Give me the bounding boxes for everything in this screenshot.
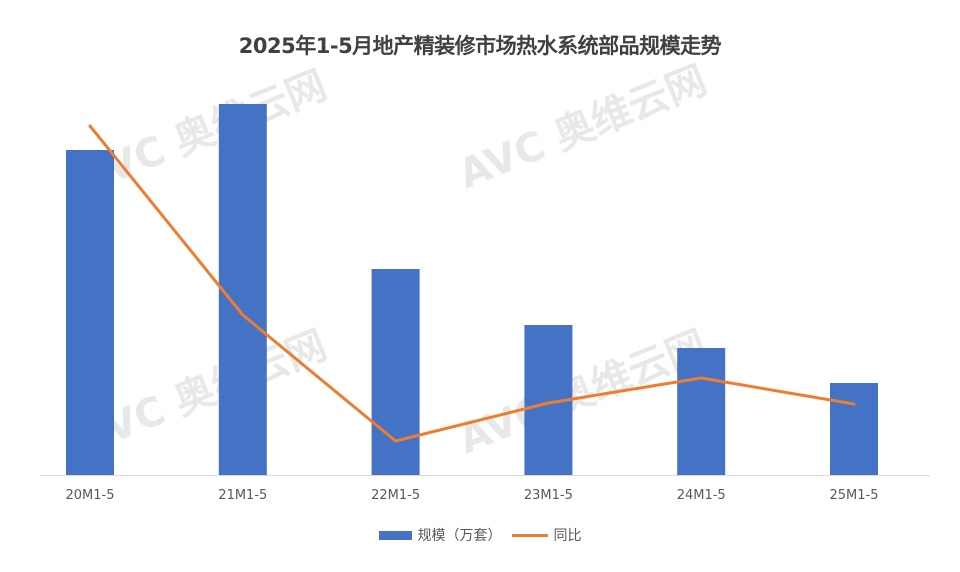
x-tick-label: 24M1-5 [677, 488, 726, 503]
x-tick-label: 22M1-5 [371, 488, 420, 503]
legend-label-line: 同比 [553, 528, 582, 544]
bar [677, 348, 726, 475]
bar [218, 104, 267, 475]
legend-swatch-bar [378, 530, 412, 540]
legend: 规模（万套） 同比 [0, 525, 960, 545]
x-tick-label: 23M1-5 [524, 488, 573, 503]
line-series [88, 124, 856, 443]
bar [66, 150, 114, 475]
chart-title: 2025年1-5月地产精装修市场热水系统部品规模走势 [238, 34, 722, 58]
bar [830, 383, 878, 475]
legend-label-bar: 规模（万套） [417, 528, 502, 544]
legend-swatch-line [511, 533, 548, 537]
x-tick-label: 21M1-5 [218, 488, 267, 503]
x-tick-label: 20M1-5 [66, 488, 115, 503]
bar [371, 269, 420, 475]
x-tick-label: 25M1-5 [830, 488, 879, 503]
